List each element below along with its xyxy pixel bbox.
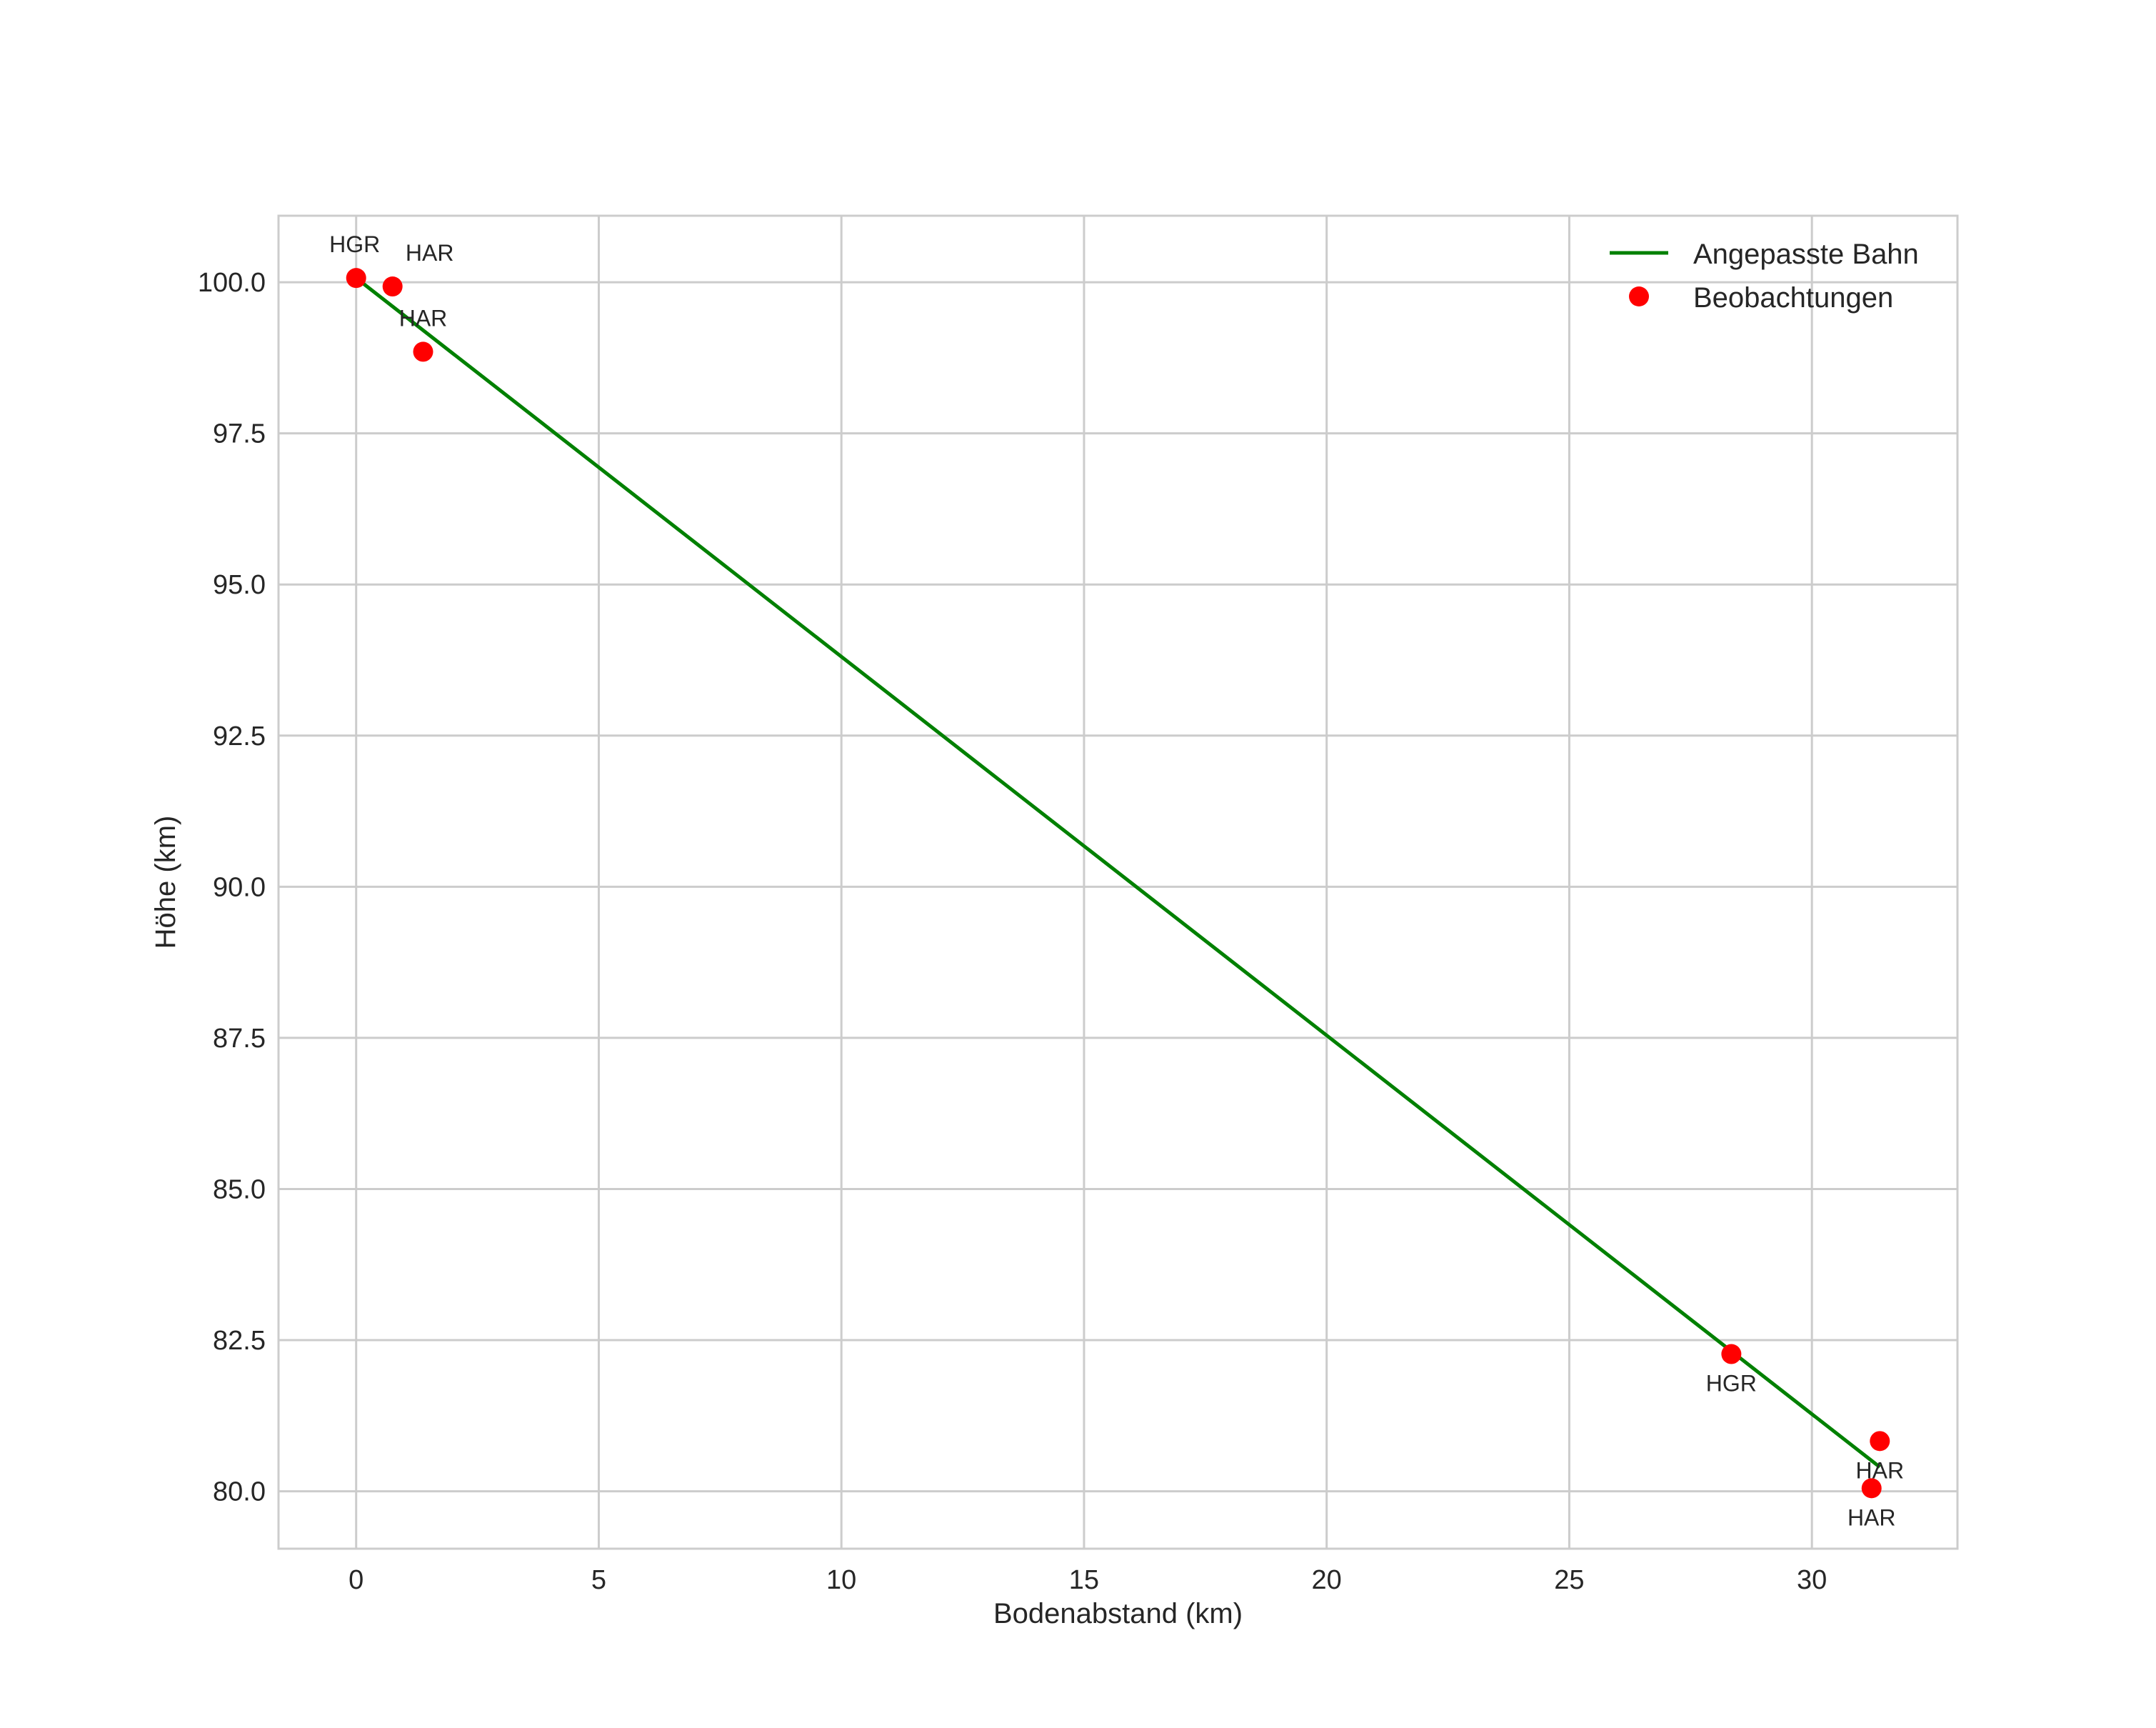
fitted-track-line — [355, 276, 1881, 1469]
x-tick-label: 5 — [591, 1565, 606, 1595]
y-tick-label: 87.5 — [213, 1024, 266, 1054]
legend-label-fitted-track: Angepasste Bahn — [1693, 239, 1919, 270]
x-tick-label: 30 — [1797, 1565, 1827, 1595]
x-axis-label: Bodenabstand (km) — [993, 1598, 1243, 1629]
y-axis-ticks: 80.0 82.5 85.0 87.5 90.0 92.5 95.0 97.5 100.0 — [198, 268, 266, 1507]
point-annotations: HGR HAR HAR HGR HAR HAR — [329, 231, 1904, 1530]
observation-point — [1870, 1431, 1890, 1452]
x-tick-label: 10 — [826, 1565, 856, 1595]
y-tick-label: 100.0 — [198, 268, 266, 298]
legend-dot-icon — [1629, 286, 1649, 306]
station-label: HGR — [1706, 1371, 1757, 1397]
y-tick-label: 85.0 — [213, 1174, 266, 1204]
legend-label-observations: Beobachtungen — [1693, 282, 1893, 314]
y-tick-label: 97.5 — [213, 419, 266, 449]
observation-point — [1861, 1478, 1882, 1499]
observation-point — [413, 341, 433, 362]
station-label: HAR — [406, 240, 454, 266]
grid-lines — [279, 216, 1957, 1549]
plot-series — [346, 268, 1890, 1499]
y-tick-label: 80.0 — [213, 1477, 266, 1507]
y-tick-label: 90.0 — [213, 872, 266, 902]
x-tick-label: 20 — [1312, 1565, 1342, 1595]
x-tick-label: 15 — [1069, 1565, 1099, 1595]
x-axis-ticks: 0 5 10 15 20 25 30 — [349, 1565, 1827, 1595]
y-tick-label: 95.0 — [213, 570, 266, 600]
station-label: HAR — [1847, 1504, 1896, 1530]
y-tick-label: 82.5 — [213, 1326, 266, 1356]
x-tick-label: 25 — [1554, 1565, 1584, 1595]
x-tick-label: 0 — [349, 1565, 363, 1595]
observation-point — [1721, 1344, 1742, 1364]
y-tick-label: 92.5 — [213, 721, 266, 751]
plot-frame — [277, 214, 1959, 1550]
observation-point — [346, 268, 366, 289]
y-axis-label: Höhe (km) — [150, 816, 181, 949]
legend: Angepasste Bahn Beobachtungen — [1610, 239, 1919, 314]
station-label: HAR — [399, 305, 448, 331]
observation-point — [382, 276, 403, 297]
station-label: HAR — [1856, 1457, 1905, 1483]
station-label: HGR — [329, 231, 380, 257]
